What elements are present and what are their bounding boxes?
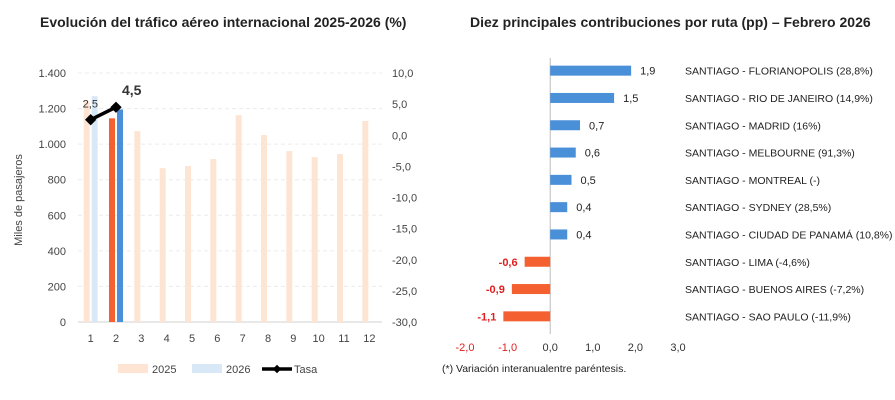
bar-2025 xyxy=(337,154,343,322)
bar-2025 xyxy=(134,131,141,322)
bar-value-label: 1,9 xyxy=(640,66,655,78)
x-tick-label: 1 xyxy=(88,333,94,345)
x-tick-label: 5 xyxy=(189,333,195,345)
contribution-bar xyxy=(550,202,568,213)
x-tick-label: 2,0 xyxy=(628,342,643,354)
x-tick-label: 10 xyxy=(313,333,325,345)
contribution-bar xyxy=(503,311,551,322)
rate-label: 4,5 xyxy=(122,82,142,98)
bar-value-label: -1,1 xyxy=(477,311,496,323)
x-tick-label: 9 xyxy=(290,333,296,345)
right-chart-title: Diez principales contribuciones por ruta… xyxy=(470,14,871,30)
bar-value-label: 0,4 xyxy=(576,202,591,214)
contribution-bar xyxy=(550,174,572,185)
x-tick-label: 12 xyxy=(363,333,375,345)
x-tick-label: 3,0 xyxy=(670,342,685,354)
x-tick-label: -2,0 xyxy=(456,342,475,354)
bar-2025 xyxy=(286,151,293,322)
route-label: SANTIAGO - MONTREAL (-) xyxy=(685,175,820,187)
x-tick-label: 0,0 xyxy=(543,342,558,354)
contribution-bar xyxy=(550,229,568,240)
route-label: SANTIAGO - SYDNEY (28,5%) xyxy=(685,202,831,214)
bar-value-label: 0,6 xyxy=(585,148,600,160)
bar-value-label: 0,7 xyxy=(589,120,604,132)
contribution-bar xyxy=(550,147,576,158)
route-label: SANTIAGO - MELBOURNE (91,3%) xyxy=(685,148,855,160)
y-tick-label: 600 xyxy=(48,210,66,222)
bar-2025 xyxy=(235,115,242,322)
traffic-chart: 0 200 400 600 800 1.000 1.200 1.400 -30,0 -25,0 -2… xyxy=(13,68,417,376)
legend-swatch-2025 xyxy=(118,364,148,373)
left-chart-title: Evolución del tráfico aéreo internaciona… xyxy=(40,14,407,30)
bar-2025 xyxy=(261,135,267,322)
bar-2026 xyxy=(117,109,123,322)
x-tick-label: 4 xyxy=(164,333,170,345)
x-tick-label: 2 xyxy=(113,333,119,345)
bar-2026 xyxy=(91,96,98,322)
x-tick-label: 11 xyxy=(338,333,349,345)
x-tick-label: 7 xyxy=(240,333,246,345)
y-tick-label: 1.200 xyxy=(38,104,66,116)
route-label: SANTIAGO - BUENOS AIRES (-7,2%) xyxy=(685,284,864,296)
y-tick-label: 1.000 xyxy=(38,139,66,151)
route-label: SANTIAGO - RIO DE JANEIRO (14,9%) xyxy=(685,93,873,105)
contribution-bar xyxy=(511,284,551,295)
y2-tick-label: -5,0 xyxy=(392,161,411,173)
y2-tick-label: 5,0 xyxy=(392,99,407,111)
bar-value-label: 0,4 xyxy=(576,229,591,241)
y-tick-label: 400 xyxy=(48,246,66,258)
bar-2025 xyxy=(185,166,191,322)
y2-tick-label: -15,0 xyxy=(392,224,417,236)
bar-2025 xyxy=(109,118,115,322)
route-label: SANTIAGO - SAO PAULO (-11,9%) xyxy=(685,311,851,323)
legend-label: Tasa xyxy=(294,364,318,376)
route-label: SANTIAGO - CIUDAD DE PANAMÁ (10,8%) xyxy=(685,228,893,241)
rate-label: 2,5 xyxy=(83,99,98,111)
y-tick-label: 800 xyxy=(48,175,66,187)
bar-2025 xyxy=(362,121,369,323)
y2-tick-label: 10,0 xyxy=(392,68,413,80)
x-tick-label: 8 xyxy=(265,333,271,345)
bar-value-label: 0,5 xyxy=(581,175,596,187)
bar-2025 xyxy=(83,101,90,322)
footnote: (*) Variación interanualentre paréntesis… xyxy=(442,363,626,375)
bar-value-label: -0,6 xyxy=(499,257,518,269)
y2-tick-label: -30,0 xyxy=(392,317,417,329)
contribution-bar xyxy=(550,120,581,131)
legend-marker xyxy=(272,364,282,374)
contribution-bar xyxy=(550,65,632,76)
rate-line xyxy=(89,105,117,122)
legend-label: 2025 xyxy=(152,364,176,376)
bar-value-label: -0,9 xyxy=(486,284,505,296)
route-label: SANTIAGO - MADRID (16%) xyxy=(685,120,821,132)
legend-swatch-2026 xyxy=(192,364,222,373)
contributions-chart: -2,0 -1,0 0,0 1,0 2,0 3,0 1,9 SANTIAGO - FLORIA… xyxy=(442,58,893,375)
x-tick-label: -1,0 xyxy=(498,342,517,354)
bar-2025 xyxy=(311,157,318,322)
bar-2025 xyxy=(210,159,217,322)
y2-tick-label: -10,0 xyxy=(392,193,417,205)
contribution-bar xyxy=(550,92,615,103)
y-axis-label: Miles de pasajeros xyxy=(13,154,25,246)
y2-tick-label: -20,0 xyxy=(392,255,417,267)
y-tick-label: 200 xyxy=(48,281,66,293)
route-label: SANTIAGO - LIMA (-4,6%) xyxy=(685,257,810,269)
y-tick-label: 1.400 xyxy=(38,68,66,80)
x-tick-label: 1,0 xyxy=(585,342,600,354)
y-tick-label: 0 xyxy=(60,317,66,329)
route-label: SANTIAGO - FLORIANOPOLIS (28,8%) xyxy=(685,66,873,78)
legend-label: 2026 xyxy=(226,364,250,376)
bar-value-label: 1,5 xyxy=(623,93,638,105)
x-tick-label: 6 xyxy=(214,333,220,345)
bar-2025 xyxy=(159,168,166,322)
x-tick-label: 3 xyxy=(138,333,144,345)
contribution-bar xyxy=(524,256,551,267)
y2-tick-label: 0,0 xyxy=(392,130,407,142)
y2-tick-label: -25,0 xyxy=(392,286,417,298)
